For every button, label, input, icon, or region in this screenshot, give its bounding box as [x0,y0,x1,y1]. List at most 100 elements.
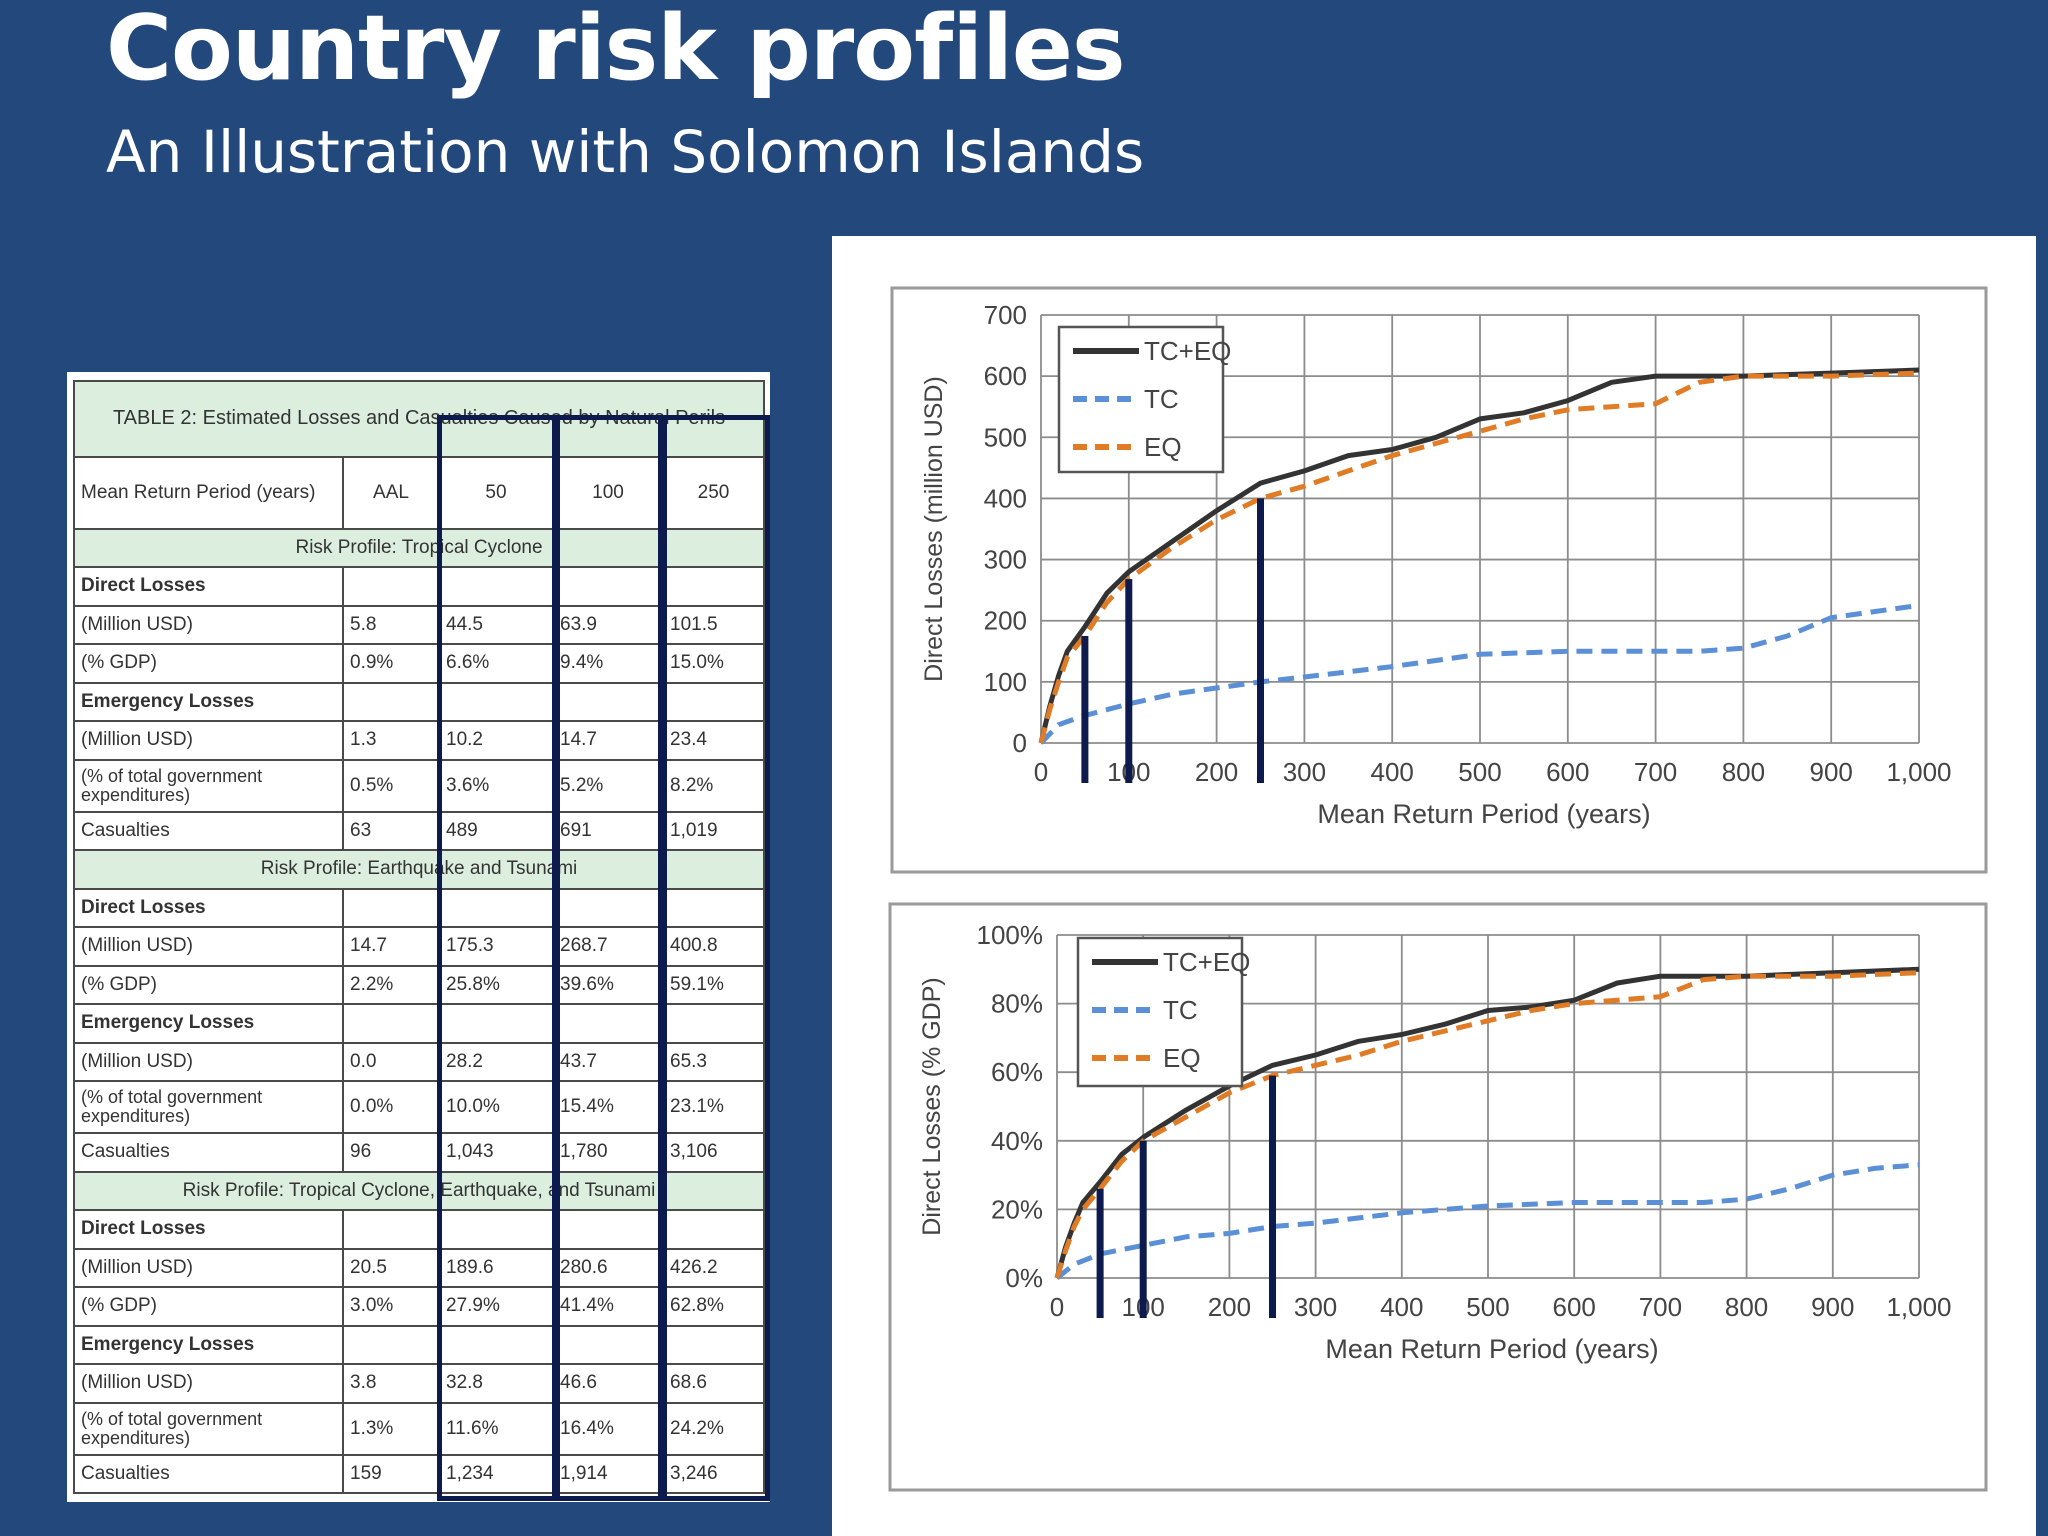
series-line-tc-eq [1054,966,1920,1279]
slide-title: Country risk profiles [106,0,1126,101]
series-line-tc-eq [1038,367,1920,744]
y-tick-label: 80% [991,989,1043,1019]
x-tick-label: 900 [1811,1292,1854,1322]
x-tick-label: 400 [1380,1292,1423,1322]
table-header-row: Mean Return Period (years) AAL 50 100 25… [73,455,766,530]
x-tick-label: 600 [1546,757,1589,787]
y-tick-label: 200 [984,606,1027,636]
row-label: (Million USD) [73,1041,344,1083]
table-row: (Million USD) 0.0 28.2 43.7 65.3 [73,1041,766,1083]
value-cell: 39.6% [552,964,664,1006]
value-cell: 691 [552,810,664,852]
empty-cell [661,887,766,929]
row-label: (% GDP) [73,964,344,1006]
table-row: Casualties 159 1,234 1,914 3,246 [73,1453,766,1494]
empty-cell [552,1324,664,1366]
row-label: (% of total government expenditures) [73,1080,344,1135]
header-cell: 250 [661,455,766,530]
header-cell: 50 [438,455,554,530]
empty-cell [661,566,766,607]
empty-cell [342,1324,440,1366]
x-tick-label: 1,000 [1886,757,1951,787]
value-cell: 23.4 [661,720,766,761]
group-label: Direct Losses [73,887,344,929]
table-row: (% GDP) 2.2% 25.8% 39.6% 59.1% [73,964,766,1006]
table-row: (% GDP) 3.0% 27.9% 41.4% 62.8% [73,1286,766,1327]
row-label: (Million USD) [73,720,344,761]
group-row: Emergency Losses [73,1003,766,1044]
y-tick-label: 300 [984,545,1027,575]
value-cell: 23.1% [661,1080,766,1135]
value-cell: 5.2% [552,758,664,813]
losses-table-panel: TABLE 2: Estimated Losses and Casualties… [67,372,770,1502]
slide-subtitle: An Illustration with Solomon Islands [106,118,1145,186]
value-cell: 41.4% [552,1286,664,1327]
empty-cell [342,1003,440,1044]
group-label: Emergency Losses [73,1324,344,1366]
value-cell: 1.3 [342,720,440,761]
losses-table: TABLE 2: Estimated Losses and Casualties… [72,380,766,1494]
value-cell: 400.8 [661,926,766,967]
empty-cell [661,1324,766,1366]
value-cell: 96 [342,1132,440,1173]
header-cell: Mean Return Period (years) [73,455,344,530]
table-row: (% of total government expenditures) 0.5%… [73,758,766,813]
value-cell: 101.5 [661,604,766,646]
row-label: Casualties [73,1453,344,1494]
value-cell: 0.5% [342,758,440,813]
charts-svg: 01002003004005006007008009001,0000100200… [888,286,1988,1492]
series-line-tc [1055,1162,1920,1280]
value-cell: 14.7 [552,720,664,761]
value-cell: 24.2% [661,1401,766,1456]
value-cell: 3.6% [438,758,554,813]
value-cell: 0.0 [342,1041,440,1083]
legend-label: TC [1163,995,1198,1025]
value-cell: 1,914 [552,1453,664,1494]
x-tick-label: 300 [1294,1292,1337,1322]
value-cell: 1,780 [552,1132,664,1173]
legend-label: TC+EQ [1144,336,1231,366]
group-row: Emergency Losses [73,681,766,723]
empty-cell [342,566,440,607]
series-line-tc [1039,602,1920,745]
y-tick-label: 40% [991,1126,1043,1156]
value-cell: 1,234 [438,1453,554,1494]
value-cell: 1,043 [438,1132,554,1173]
legend-label: EQ [1163,1043,1201,1073]
value-cell: 489 [438,810,554,852]
group-label: Emergency Losses [73,681,344,723]
x-tick-label: 500 [1458,757,1501,787]
empty-cell [438,1324,554,1366]
y-tick-label: 0% [1005,1263,1043,1293]
group-row: Direct Losses [73,566,766,607]
y-tick-label: 500 [984,422,1027,452]
row-label: Casualties [73,1132,344,1173]
value-cell: 3.8 [342,1363,440,1404]
group-row: Direct Losses [73,887,766,929]
empty-cell [552,566,664,607]
value-cell: 159 [342,1453,440,1494]
empty-cell [438,681,554,723]
table-row: (% of total government expenditures) 1.3%… [73,1401,766,1456]
section-row: Risk Profile: Tropical Cyclone, Earthqua… [72,1170,766,1212]
value-cell: 32.8 [438,1363,554,1404]
group-label: Direct Losses [73,1209,344,1250]
value-cell: 3.0% [342,1286,440,1327]
x-tick-label: 900 [1810,757,1853,787]
value-cell: 46.6 [552,1363,664,1404]
y-tick-label: 700 [984,300,1027,330]
value-cell: 68.6 [661,1363,766,1404]
value-cell: 3,246 [661,1453,766,1494]
section-row: Risk Profile: Earthquake and Tsunami [72,849,766,890]
table-row: (Million USD) 20.5 189.6 280.6 426.2 [73,1247,766,1289]
row-label: (% of total government expenditures) [73,758,344,813]
group-row: Direct Losses [73,1209,766,1250]
y-tick-label: 60% [991,1057,1043,1087]
empty-cell [661,1209,766,1250]
section-label: Risk Profile: Earthquake and Tsunami [72,849,766,890]
value-cell: 5.8 [342,604,440,646]
table-caption: TABLE 2: Estimated Losses and Casualties… [72,380,766,458]
y-tick-label: 100% [977,920,1044,950]
legend-label: TC [1144,384,1179,414]
empty-cell [552,887,664,929]
